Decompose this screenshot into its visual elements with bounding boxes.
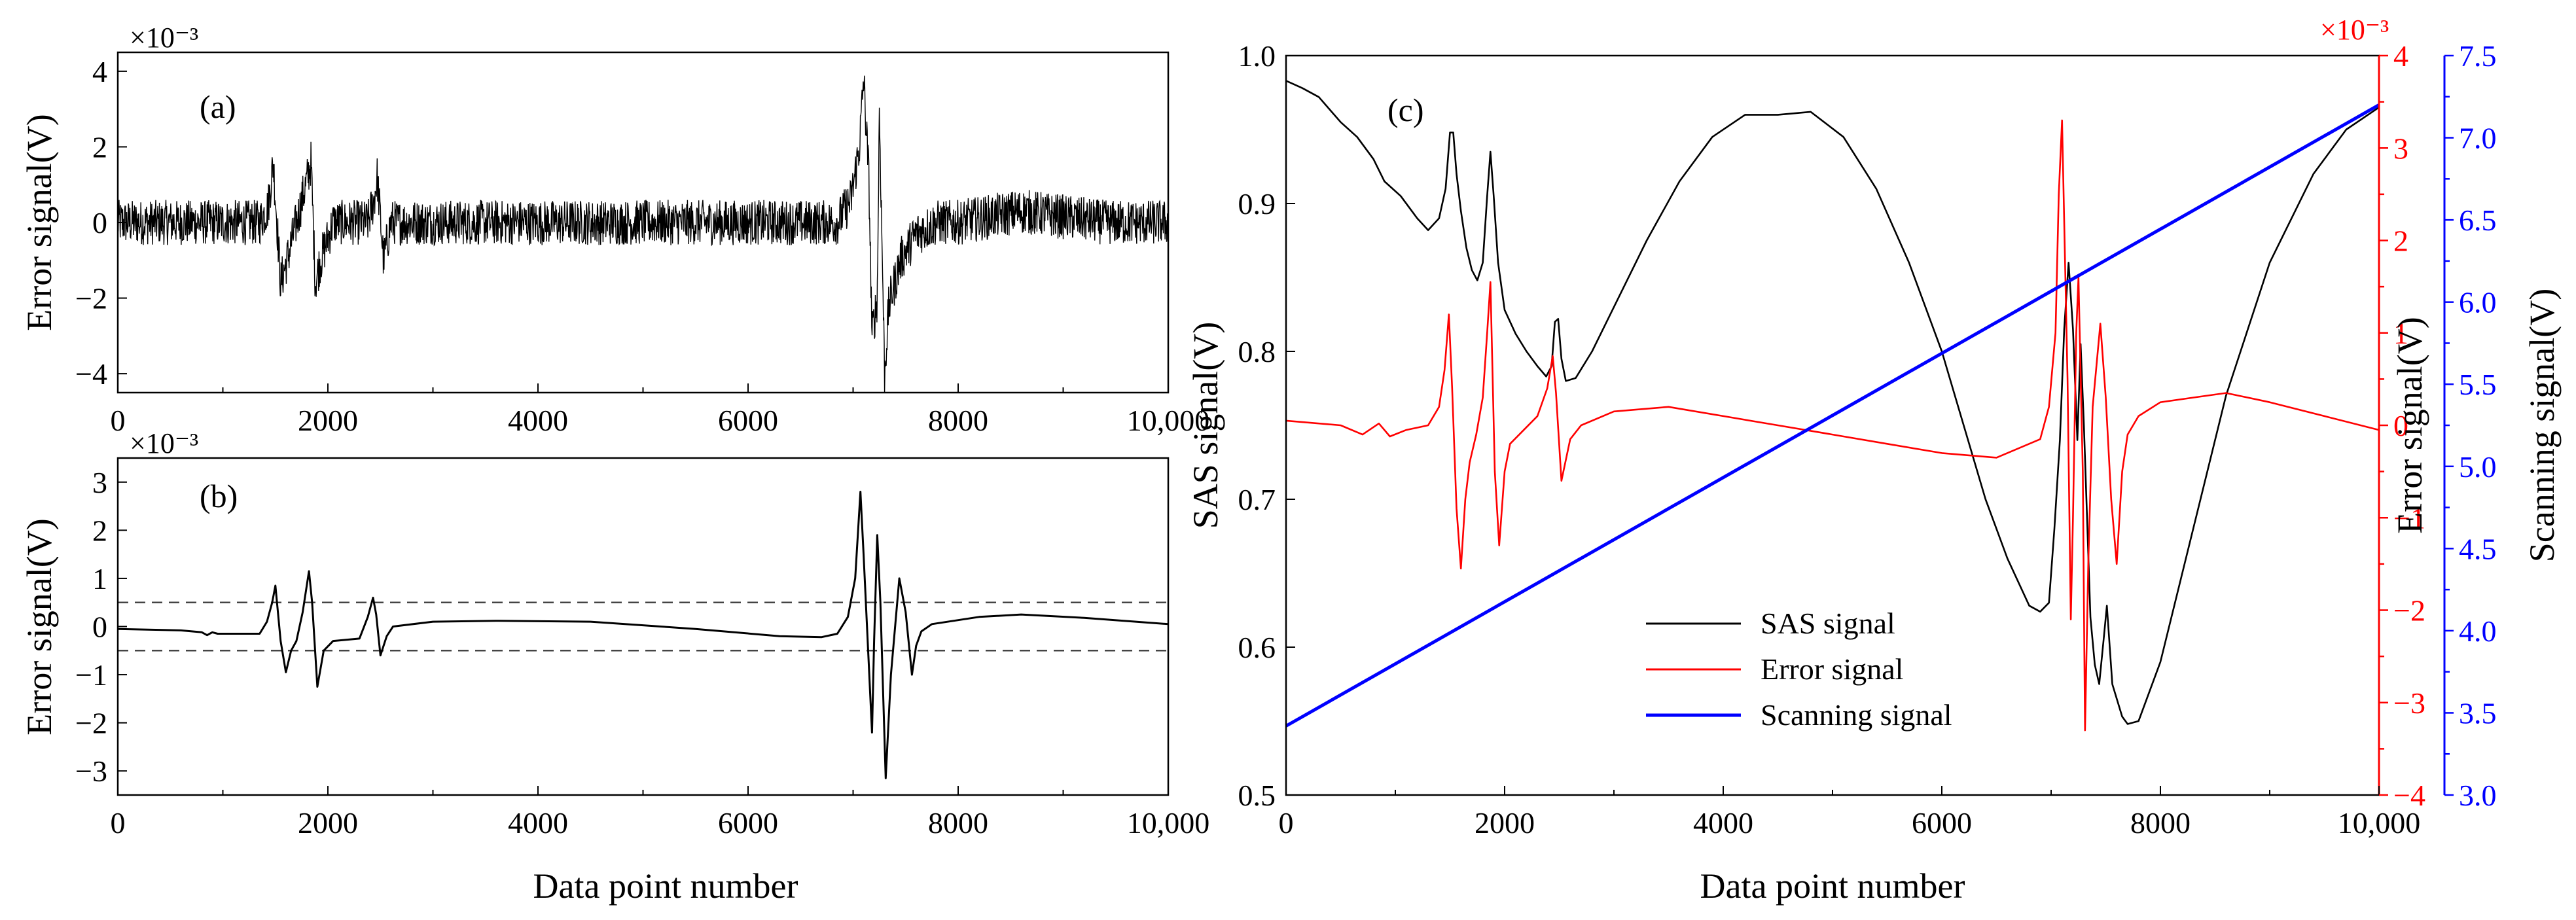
panel-b-series-layer [117,491,1169,779]
y-tick-label: 2 [92,514,107,547]
y-tick-label: 6.0 [2459,286,2497,319]
panel-b-x-ticks: 0 2000 4000 6000 8000 10,000 [111,786,1210,840]
y-tick-label: 5.0 [2459,450,2497,484]
panel-a-y-axis-title: Error signal(V) [20,114,59,330]
legend-label-scanning: Scanning signal [1761,698,1952,732]
panel-c-sas-ticks: 0.5 0.6 0.7 0.8 0.9 1.0 [1238,39,1295,812]
panel-a-x-ticks: 0 2000 4000 6000 8000 10,000 [111,383,1210,437]
panel-c-error-ticks: −4 −3 −2 −1 0 1 2 3 4 [2379,39,2425,812]
y-tick-label: 3.0 [2459,779,2497,812]
x-tick-label: 4000 [1693,806,1753,840]
x-tick-label: 2000 [298,806,358,840]
x-tick-label: 10,000 [1127,404,1210,437]
y-tick-label: −2 [75,707,107,740]
x-tick-label: 8000 [928,404,988,437]
y-tick-label: 5.5 [2459,368,2497,401]
x-tick-label: 4000 [508,806,568,840]
y-tick-label: 4.0 [2459,614,2497,648]
panel-c: 0 2000 4000 6000 8000 10,000 0.5 0.6 0.7 0.8 0.9 1… [1186,14,2562,906]
panel-c-series-layer [1285,80,2380,732]
panel-c-error-multiplier: ×10⁻³ [2320,14,2389,46]
y-tick-label: 1 [92,562,107,595]
x-tick-label: 2000 [298,404,358,437]
panel-c-scanning-ticks: 3.0 3.5 4.0 4.5 5.0 5.5 6.0 6.5 7.0 7.5 [2444,39,2497,812]
y-tick-label: 4 [92,55,107,88]
x-tick-label: 2000 [1475,806,1535,840]
y-tick-label: −2 [75,282,107,315]
y-tick-label: 0.5 [1238,779,1276,812]
panel-b-y-axis-title: Error signal(V) [20,518,59,735]
y-tick-label: −2 [2393,594,2425,628]
x-tick-label: 6000 [1912,806,1972,840]
panel-b-reference-layer [118,601,1168,652]
y-tick-label: 4 [2393,39,2408,73]
y-tick-label: 1.0 [1238,39,1276,73]
panel-c-error-axis-title: Error signal(V) [2390,317,2429,533]
x-tick-label: 10,000 [2338,806,2421,840]
y-tick-label: 2 [92,130,107,164]
x-tick-label: 0 [111,404,126,437]
x-tick-label: 6000 [718,404,778,437]
panel-b-label: (b) [200,478,238,514]
y-tick-label: −1 [2393,501,2425,535]
x-tick-label: 8000 [2130,806,2191,840]
y-tick-label: 4.5 [2459,532,2497,565]
y-tick-label: 3 [2393,132,2408,165]
x-tick-label: 0 [1279,806,1294,840]
panel-b-error-line [117,491,1169,779]
x-tick-label: 0 [111,806,126,840]
y-tick-label: 0 [92,206,107,239]
y-tick-label: 0.7 [1238,483,1276,516]
x-tick-label: 6000 [718,806,778,840]
scanning-signal-line [1285,103,2380,728]
y-tick-label: −4 [2393,779,2425,812]
y-tick-label: 1 [2393,317,2408,350]
x-tick-label: 4000 [508,404,568,437]
legend-entry-sas: SAS signal [1646,607,1895,640]
legend-entry-scanning: Scanning signal [1646,698,1952,732]
y-tick-label: 3.5 [2459,696,2497,730]
x-tick-label: 10,000 [1127,806,1210,840]
legend-entry-error: Error signal [1646,652,1903,686]
y-tick-label: 6.5 [2459,203,2497,237]
panel-a-label: (a) [200,88,236,125]
error-signal-line [1285,119,2380,732]
y-tick-label: 0.9 [1238,187,1276,221]
y-tick-label: −1 [75,658,107,692]
panel-b: 0 2000 4000 6000 8000 10,000 −3 −2 −1 0 1 2 3 (b) ×… [20,427,1209,906]
panel-a-y-multiplier: ×10⁻³ [130,22,198,54]
y-tick-label: 3 [92,466,107,499]
y-tick-label: 0.6 [1238,631,1276,664]
y-tick-label: −3 [2393,686,2425,720]
y-tick-label: −4 [75,357,107,391]
y-tick-label: −3 [75,754,107,788]
panel-b-x-axis-title: Data point number [533,866,798,906]
panel-b-plot-frame [116,457,1170,796]
panel-c-sas-axis-title: SAS signal(V) [1186,322,1225,529]
panel-a-error-line [117,75,1169,393]
y-tick-label: 0 [92,610,107,644]
y-tick-label: 7.5 [2459,39,2497,73]
x-tick-label: 8000 [928,806,988,840]
panel-b-y-multiplier: ×10⁻³ [130,427,198,459]
panel-c-label: (c) [1387,92,1424,128]
y-tick-label: 2 [2393,224,2408,258]
legend: SAS signal Error signal Scanning signal [1646,607,1952,732]
panel-c-scanning-axis-title: Scanning signal(V) [2522,289,2562,562]
panel-c-x-ticks: 0 2000 4000 6000 8000 10,000 [1279,786,2421,840]
y-tick-label: 0 [2393,409,2408,442]
sas-signal-line [1285,80,2380,725]
panel-a: 0 2000 4000 6000 8000 10,000 −4 −2 0 2 4 (a) ×10⁻… [20,22,1209,437]
panel-c-x-axis-title: Data point number [1700,866,1965,906]
panel-a-series-layer [117,75,1169,393]
legend-label-sas: SAS signal [1761,607,1895,640]
legend-label-error: Error signal [1761,652,1903,686]
y-tick-label: 7.0 [2459,122,2497,155]
panel-a-y-ticks: −4 −2 0 2 4 [75,55,127,391]
panel-b-y-ticks: −3 −2 −1 0 1 2 3 [75,466,127,788]
y-tick-label: 0.8 [1238,335,1276,368]
